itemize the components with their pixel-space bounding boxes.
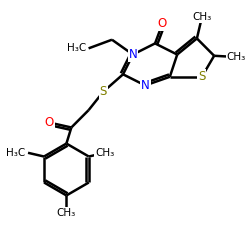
Text: O: O: [158, 17, 167, 30]
Text: CH₃: CH₃: [95, 148, 114, 158]
Text: H₃C: H₃C: [67, 43, 86, 53]
Text: CH₃: CH₃: [227, 52, 246, 62]
Text: N: N: [128, 48, 137, 61]
Text: CH₃: CH₃: [192, 12, 212, 22]
Text: H₃C: H₃C: [6, 148, 25, 158]
Text: CH₃: CH₃: [57, 208, 76, 218]
Text: N: N: [141, 79, 150, 92]
Text: O: O: [44, 116, 54, 129]
Text: S: S: [198, 70, 205, 83]
Text: S: S: [100, 85, 107, 98]
